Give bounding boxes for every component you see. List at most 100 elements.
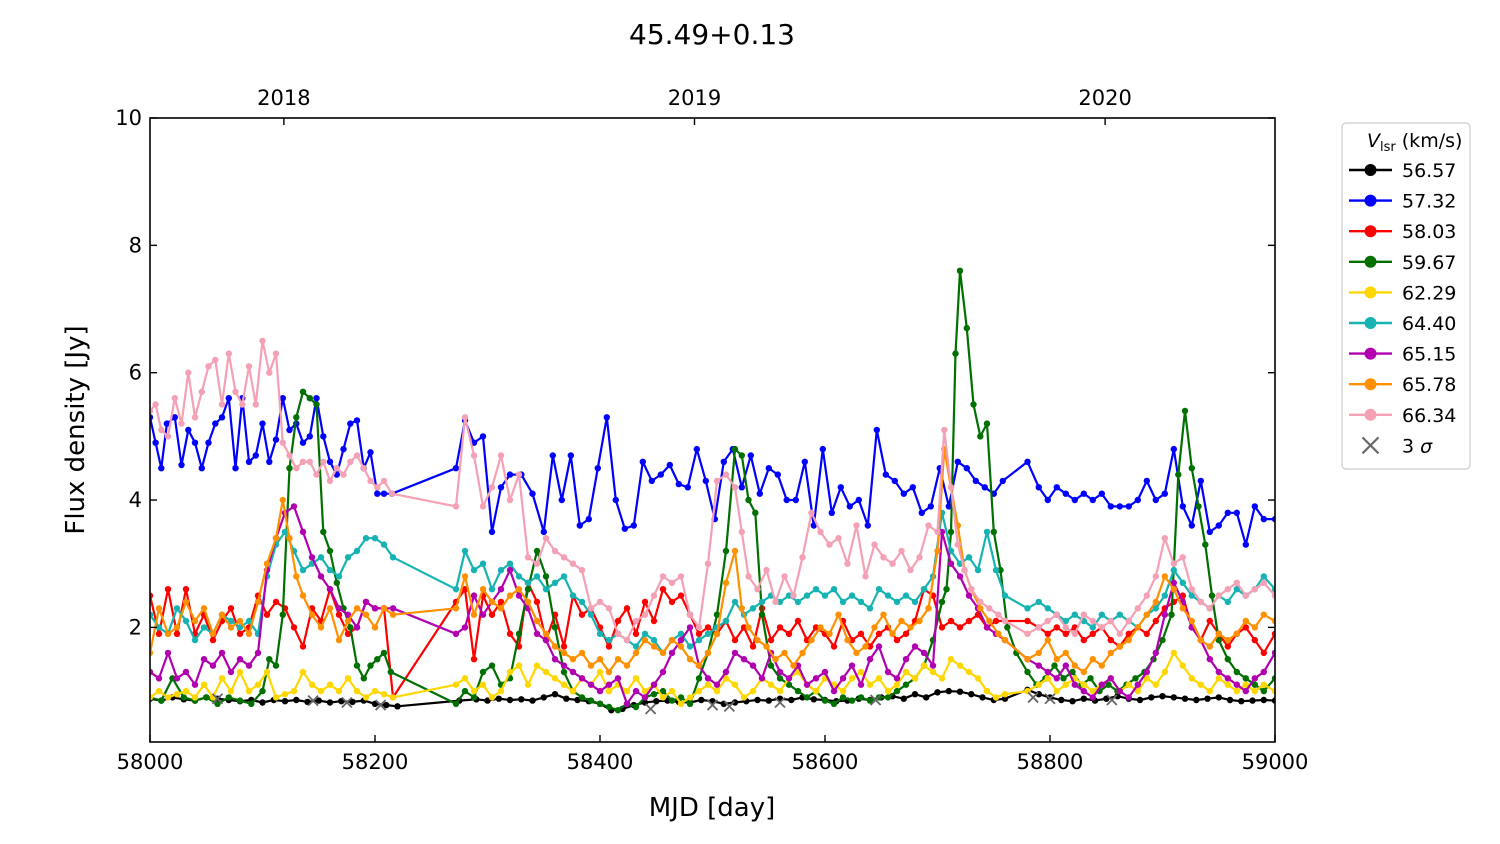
data-point-66.34-36	[388, 490, 396, 497]
data-point-59.67-103	[1069, 668, 1076, 676]
data-point-58.03-89	[1024, 617, 1031, 625]
data-point-64.40-38	[542, 586, 550, 593]
data-point-57.32-82	[864, 522, 871, 529]
data-point-66.34-93	[947, 484, 955, 491]
data-point-64.40-89	[1001, 592, 1009, 599]
data-point-58.03-74	[866, 643, 874, 650]
legend-label-3sigma: 3 σ	[1402, 435, 1433, 457]
data-point-64.40-75	[875, 586, 883, 593]
data-point-57.32-75	[801, 458, 808, 465]
data-point-57.32-60	[666, 461, 673, 469]
data-point-66.34-106	[1071, 630, 1079, 637]
data-point-59.67-29	[387, 668, 394, 676]
data-point-66.34-42	[497, 452, 505, 459]
data-point-64.40-19	[317, 554, 325, 561]
data-point-59.67-80	[893, 687, 901, 695]
data-point-59.67-8	[236, 697, 244, 704]
data-point-65.15-44	[596, 687, 604, 695]
upper-limit-marker-4	[644, 703, 657, 715]
data-point-62.29-31	[479, 681, 487, 688]
data-point-66.34-76	[799, 554, 806, 561]
data-point-56.57-62	[900, 695, 907, 702]
series-line-65.15	[150, 505, 1275, 705]
data-point-59.67-91	[970, 401, 977, 408]
data-point-65.15-80	[920, 649, 928, 657]
legend-swatch-marker-66.34	[1364, 408, 1377, 421]
data-point-56.57-68	[968, 691, 975, 698]
legend-item-65.15: 65.15	[1349, 344, 1456, 366]
data-point-62.29-28	[452, 681, 460, 688]
data-point-58.03-77	[893, 636, 901, 644]
data-point-58.03-73	[857, 630, 865, 637]
data-point-65.78-34	[497, 605, 505, 612]
data-point-59.67-120	[1208, 592, 1216, 599]
data-point-57.32-81	[855, 496, 862, 504]
data-point-65.15-28	[452, 630, 460, 637]
data-point-57.32-111	[1143, 477, 1151, 485]
data-point-66.34-53	[596, 598, 604, 606]
data-point-66.34-34	[374, 484, 381, 491]
data-point-64.40-100	[1116, 611, 1124, 618]
data-point-66.34-83	[862, 573, 869, 580]
upper-limit-marker-11	[1106, 694, 1118, 706]
data-point-57.32-117	[1197, 477, 1205, 485]
legend-item-3sigma: 3 σ	[1361, 435, 1433, 457]
data-point-62.29-74	[866, 681, 874, 688]
data-point-59.67-94	[990, 528, 997, 536]
data-point-59.67-72	[821, 697, 829, 704]
data-point-66.34-90	[925, 522, 932, 529]
data-point-66.34-100	[1001, 617, 1009, 625]
data-point-64.40-24	[362, 535, 370, 542]
data-point-65.78-81	[916, 617, 923, 625]
data-point-66.34-24	[306, 458, 313, 465]
data-point-66.34-20	[279, 439, 286, 446]
data-point-58.03-14	[272, 598, 280, 606]
data-point-66.34-18	[266, 369, 273, 376]
data-point-65.15-71	[839, 675, 847, 682]
data-point-59.67-77	[866, 697, 874, 704]
top-tick-label-0: 2018	[257, 86, 310, 110]
data-point-59.67-13	[279, 611, 286, 618]
data-point-65.78-31	[470, 611, 478, 618]
data-point-66.34-52	[587, 605, 595, 612]
data-point-65.78-12	[254, 598, 262, 606]
legend-label-66.34: 66.34	[1402, 405, 1456, 427]
data-point-66.34-116	[1161, 535, 1169, 542]
data-point-65.78-64	[763, 643, 770, 650]
data-point-65.78-65	[772, 656, 779, 663]
data-point-56.57-83	[1148, 694, 1155, 701]
legend-item-66.34: 66.34	[1349, 405, 1456, 427]
data-point-62.29-22	[344, 675, 352, 682]
series-56.57	[150, 686, 1275, 714]
data-point-65.15-52	[668, 649, 676, 657]
data-point-56.57-75	[1058, 696, 1065, 704]
data-point-66.34-87	[898, 547, 905, 555]
data-point-65.78-101	[1098, 662, 1106, 669]
data-point-58.03-7	[209, 636, 217, 644]
data-point-65.78-74	[853, 649, 860, 657]
data-point-64.40-67	[803, 592, 811, 599]
data-point-57.32-48	[558, 496, 565, 504]
data-point-66.34-82	[853, 522, 860, 529]
data-point-65.15-113	[1233, 681, 1241, 688]
data-point-59.67-20	[326, 547, 334, 555]
data-point-57.32-43	[506, 471, 514, 478]
data-point-66.34-26	[320, 458, 327, 465]
data-point-65.78-38	[533, 617, 541, 625]
data-point-58.03-72	[848, 636, 856, 644]
data-point-66.34-46	[533, 560, 541, 567]
data-point-66.34-79	[826, 541, 833, 548]
data-point-59.67-114	[1168, 611, 1175, 618]
data-point-57.32-103	[1071, 496, 1079, 504]
data-point-65.15-23	[353, 624, 361, 631]
data-point-56.57-13	[293, 696, 300, 704]
data-point-64.40-92	[1044, 605, 1052, 612]
data-point-66.34-59	[650, 592, 658, 599]
x-tick-label-5: 59000	[1242, 750, 1309, 774]
data-point-57.32-80	[846, 503, 853, 510]
data-point-66.34-4	[171, 395, 178, 402]
data-point-66.34-115	[1152, 573, 1160, 580]
data-point-58.03-59	[731, 636, 739, 644]
data-point-62.29-37	[533, 662, 541, 669]
data-point-66.34-126	[1251, 586, 1259, 593]
